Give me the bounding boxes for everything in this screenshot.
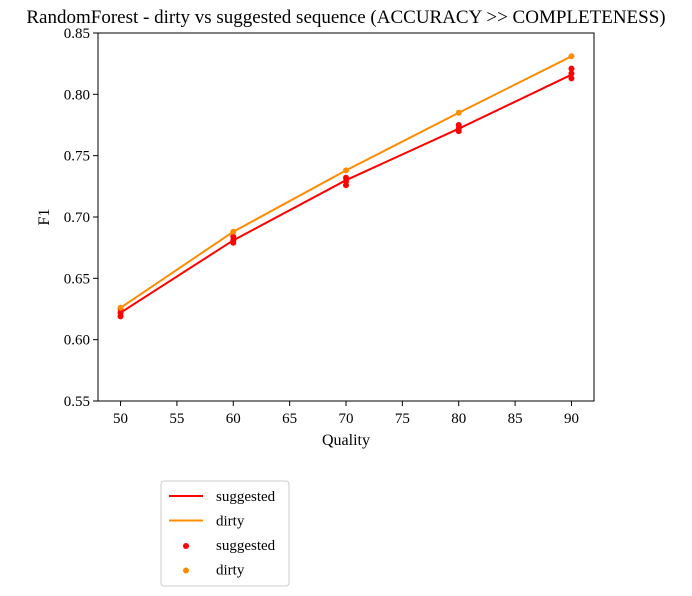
- point-suggested-12: [568, 75, 575, 82]
- legend-label-0: suggested: [216, 489, 276, 505]
- point-suggested-11: [455, 122, 462, 128]
- point-dirty-0: [117, 304, 124, 311]
- legend-label-2: suggested: [216, 538, 276, 554]
- plot-area-frame: [97, 32, 595, 402]
- y-tick-label-6: 0.85: [64, 26, 90, 42]
- y-axis-ticks: 0.55 0.60 0.65 0.70 0.75 0.80 0.85: [64, 26, 98, 410]
- x-axis-label: Quality: [322, 432, 370, 449]
- line-suggested-0: [120, 73, 572, 314]
- x-axis-ticks: 50 55 60 65 70 75 80 85 90: [113, 401, 579, 427]
- legend-marker-dirty: [183, 567, 189, 574]
- x-tick-label-7: 85: [508, 411, 523, 427]
- point-suggested-13: [568, 70, 575, 77]
- x-tick-label-5: 75: [395, 411, 410, 427]
- y-tick-label-4: 0.75: [64, 149, 90, 165]
- legend-marker-suggested: [183, 543, 189, 549]
- y-tick-label-3: 0.70: [64, 210, 90, 226]
- y-tick-label-5: 0.80: [64, 87, 90, 103]
- point-dirty-2: [343, 167, 349, 174]
- chart-title: RandomForest - dirty vs suggested sequen…: [26, 7, 665, 28]
- y-tick-label-2: 0.65: [64, 271, 90, 287]
- point-dirty-3: [455, 109, 462, 116]
- point-suggested-8: [343, 174, 349, 181]
- x-tick-label-6: 80: [451, 411, 466, 427]
- legend-label-1: dirty: [216, 514, 245, 530]
- x-tick-label-1: 55: [169, 411, 184, 427]
- point-dirty-1: [230, 228, 237, 235]
- legend: suggested dirty suggested dirty: [160, 480, 290, 587]
- x-tick-label-8: 90: [564, 411, 579, 427]
- legend-box: [160, 480, 290, 587]
- point-suggested-14: [568, 65, 575, 72]
- x-tick-label-3: 65: [282, 411, 297, 427]
- x-tick-label-0: 50: [113, 411, 128, 427]
- y-tick-label-0: 0.55: [64, 394, 90, 410]
- y-axis-label: F1: [36, 209, 53, 226]
- x-tick-label-2: 60: [226, 411, 241, 427]
- legend-label-3: dirty: [216, 563, 245, 579]
- point-dirty-4: [568, 53, 575, 60]
- x-tick-label-4: 70: [339, 411, 354, 427]
- series-points: [117, 53, 575, 320]
- point-suggested-5: [230, 233, 237, 240]
- y-tick-label-1: 0.60: [64, 333, 90, 349]
